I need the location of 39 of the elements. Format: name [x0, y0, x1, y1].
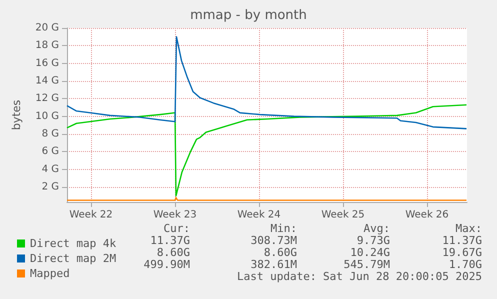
- text: 499.90M: [144, 258, 190, 271]
- text: Cur:: [164, 222, 190, 235]
- text: Max:: [456, 222, 482, 235]
- text: 308.73M: [250, 234, 298, 247]
- y-tick-label: 6 G: [42, 146, 59, 158]
- line-series: [66, 36, 468, 130]
- chart-title: mmap - by month: [190, 8, 307, 23]
- text: 8.60G: [264, 246, 298, 259]
- y-tick-label: 12 G: [35, 93, 59, 104]
- y-tick-label: 14 G: [35, 75, 59, 86]
- y-tick-label: 10 G: [35, 110, 59, 122]
- y-tick-label: 18 G: [35, 40, 59, 52]
- legend-label: Direct map 2M: [30, 252, 116, 265]
- text: Last update: Sat Jun 28 20:00:05 2025: [236, 270, 482, 283]
- text: 382.61M: [250, 258, 298, 271]
- text: 11.37G: [442, 234, 482, 247]
- y-tick-label: 4 G: [42, 164, 59, 175]
- text: 19.67G: [442, 246, 482, 259]
- x-tick-label: Week 23: [153, 210, 197, 220]
- y-axis-title: bytes: [10, 100, 23, 130]
- text: 11.37G: [150, 234, 190, 247]
- y-tick-label: 2 G: [42, 181, 59, 192]
- y-tick-label: 20 G: [35, 22, 59, 34]
- text: Min:: [270, 222, 298, 235]
- text: 10.24G: [350, 246, 390, 259]
- text: 8.60G: [156, 246, 190, 259]
- x-tick-label: Week 26: [405, 210, 449, 220]
- x-tick-label: Week 22: [69, 210, 113, 220]
- legend-label: Direct map 4k: [30, 237, 116, 250]
- text: 545.79M: [344, 258, 390, 271]
- line-series: [66, 104, 468, 196]
- text: 1.70G: [448, 258, 482, 271]
- legend-label: Mapped: [30, 267, 70, 280]
- y-tick-label: 16 G: [35, 58, 59, 69]
- x-tick-label: Week 25: [321, 210, 365, 220]
- x-tick-label: Week 24: [237, 210, 281, 220]
- y-tick-label: 8 G: [42, 128, 59, 140]
- text: 9.73G: [356, 234, 390, 247]
- text: Avg:: [364, 222, 390, 235]
